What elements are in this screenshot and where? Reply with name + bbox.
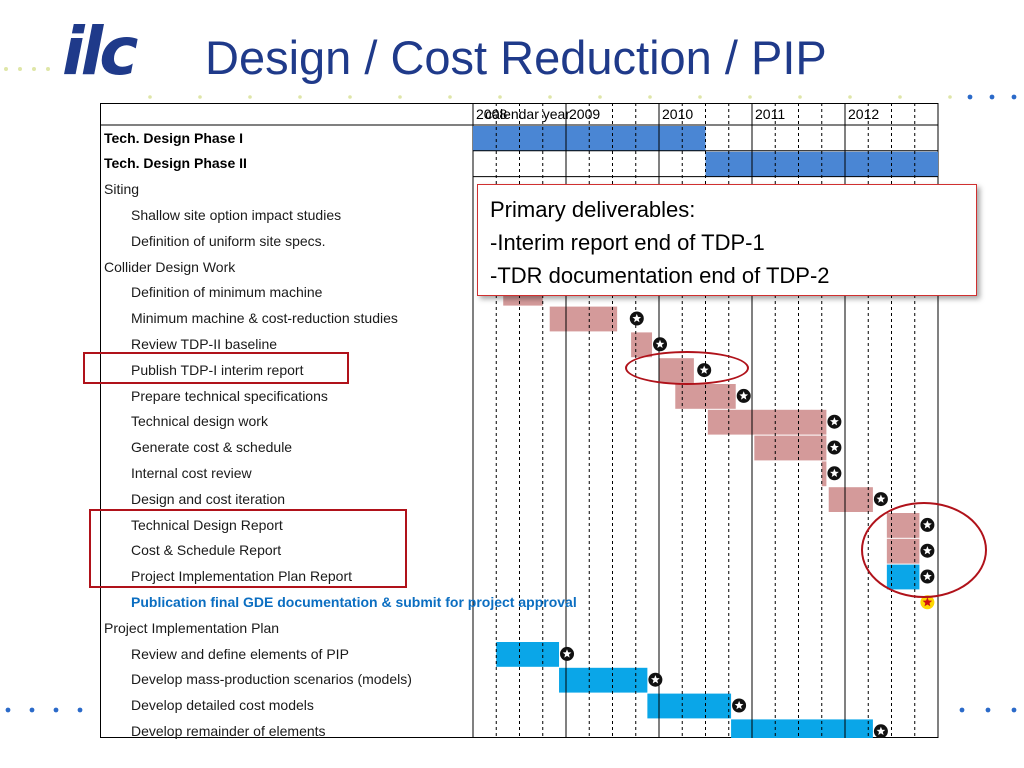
milestone-star-icon (830, 417, 839, 426)
milestone-star-icon (651, 675, 660, 684)
gantt-row-label: Generate cost & schedule (131, 439, 293, 456)
highlight-box-final-reports (89, 509, 407, 588)
gantt-row-label: Technical Design Report (131, 516, 283, 533)
ilc-logo: ilc (62, 13, 142, 90)
gantt-row-label: Project Implementation Plan Report (131, 568, 352, 585)
highlight-box-tdp1-report (83, 352, 349, 384)
gantt-row-label: Develop remainder of elements (131, 722, 326, 739)
gantt-chart: calendar year 2008 2009 2010 2011 2012 Tech. … (100, 103, 940, 739)
gantt-row-label: Minimum machine & cost-reduction studies (131, 310, 398, 327)
milestone-star-icon (830, 442, 839, 452)
milestone-star-icon (739, 391, 749, 400)
milestone-star-icon (876, 726, 886, 735)
callout-line-1: Primary deliverables: (490, 197, 696, 222)
gantt-bar (731, 719, 873, 738)
gantt-row-label: Collider Design Work (104, 258, 236, 275)
gantt-row-label: Definition of minimum machine (131, 284, 323, 301)
year-label: 2008 (476, 106, 508, 122)
gantt-row-label: Review and define elements of PIP (131, 645, 349, 662)
callout-line-3: -TDR documentation end of TDP-2 (490, 263, 830, 288)
gantt-row-label: Review TDP-II baseline (131, 335, 278, 352)
milestone-star-icon (876, 494, 886, 503)
gantt-bar (821, 461, 827, 487)
gantt-bar (707, 409, 827, 435)
gantt-row-label: Tech. Design Phase I (104, 129, 244, 146)
primary-deliverables-callout: Primary deliverables: -Interim report en… (477, 184, 977, 296)
gantt-row-label: Internal cost review (131, 464, 252, 481)
gantt-row-label: Develop detailed cost models (131, 697, 314, 714)
gantt-row-label: Publish TDP-I interim report (131, 361, 304, 378)
gantt-bar (631, 332, 653, 358)
final-milestone-star-icon (922, 597, 933, 607)
year-label: 2009 (569, 106, 601, 122)
gantt-row-label: Develop mass-production scenarios (model… (131, 671, 412, 688)
gantt-row-label: Definition of uniform site specs. (131, 232, 326, 249)
decorative-dots-bottom-right (959, 707, 1017, 713)
gantt-bar (496, 642, 560, 667)
gantt-row-label: Prepare technical specifications (131, 387, 328, 404)
decorative-dots-bottom-left (5, 707, 83, 713)
year-label: 2012 (848, 106, 880, 122)
year-label: 2011 (755, 106, 786, 122)
gantt-row-label: Siting (104, 181, 140, 198)
gantt-row-label: Tech. Design Phase II (104, 155, 247, 172)
callout-line-2: -Interim report end of TDP-1 (490, 230, 765, 255)
milestone-star-icon (655, 339, 665, 348)
highlight-ellipse-interim-milestone (625, 351, 749, 385)
calendar-year-label: calendar year (485, 106, 570, 122)
gantt-bar (647, 693, 732, 719)
gantt-bar (828, 487, 873, 512)
year-label: 2010 (662, 106, 694, 122)
gantt-row-label: Publication final GDE documentation & su… (131, 593, 577, 610)
gantt-row-label: Technical design work (131, 413, 268, 430)
gantt-bar (549, 306, 618, 332)
gantt-row-label: Design and cost iteration (131, 490, 286, 507)
decorative-dots-top-left (4, 67, 50, 71)
gantt-row-label: Shallow site option impact studies (131, 206, 342, 223)
highlight-ellipse-final-milestones (861, 502, 987, 598)
gantt-row-label: Project Implementation Plan (104, 619, 280, 636)
gantt-bar (754, 435, 827, 461)
milestone-star-icon (562, 649, 572, 658)
milestone-star-icon (632, 313, 642, 323)
gantt-row-label: Cost & Schedule Report (131, 542, 282, 559)
decorative-dots-top-band (148, 94, 1017, 100)
gantt-bar (559, 667, 648, 693)
logo-text: ilc (62, 13, 138, 90)
milestone-star-icon (830, 468, 839, 477)
slide-title: Design / Cost Reduction / PIP (205, 31, 827, 84)
milestone-star-icon (734, 700, 744, 710)
